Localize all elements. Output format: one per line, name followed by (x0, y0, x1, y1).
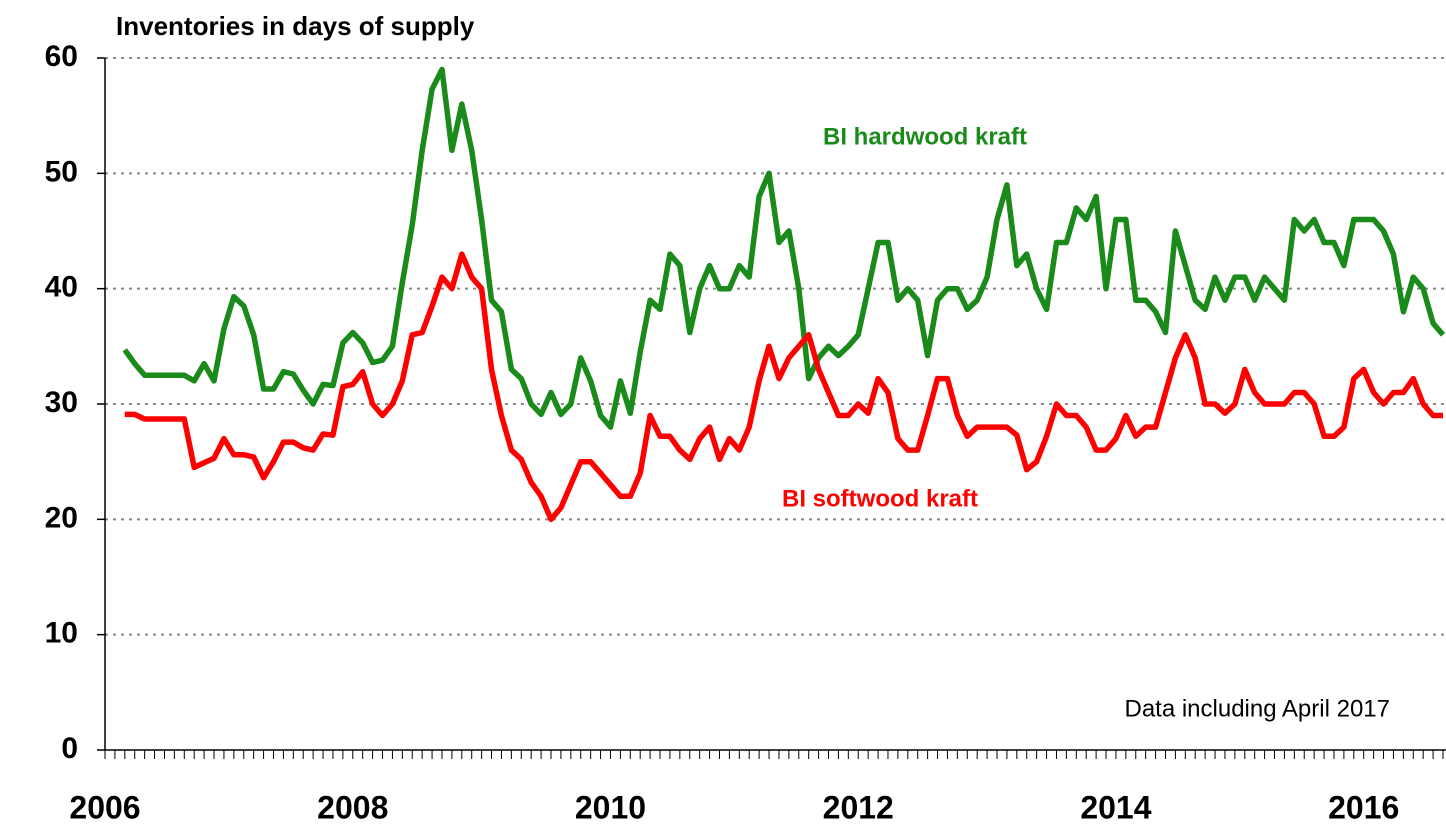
x-tick-label: 2012 (823, 789, 894, 825)
y-tick-label: 40 (45, 271, 78, 304)
x-tick-label: 2016 (1328, 789, 1399, 825)
y-tick-label: 30 (45, 386, 78, 419)
x-tick-label: 2010 (575, 789, 646, 825)
series-line (124, 251, 1443, 523)
y-tick-label: 10 (45, 617, 78, 650)
y-tick-label: 50 (45, 155, 78, 188)
series-line (122, 66, 1446, 430)
x-tick-label: 2006 (69, 789, 140, 825)
note: Data including April 2017 (1124, 695, 1390, 722)
series-label: BI softwood kraft (782, 485, 978, 512)
chart-title: Inventories in days of supply (116, 11, 475, 41)
series-label: BI hardwood kraft (823, 123, 1027, 150)
x-tick-label: 2014 (1080, 789, 1151, 825)
y-tick-label: 20 (45, 501, 78, 534)
y-tick-label: 60 (45, 40, 78, 73)
x-tick-label: 2008 (317, 789, 388, 825)
y-tick-label: 0 (61, 732, 78, 765)
